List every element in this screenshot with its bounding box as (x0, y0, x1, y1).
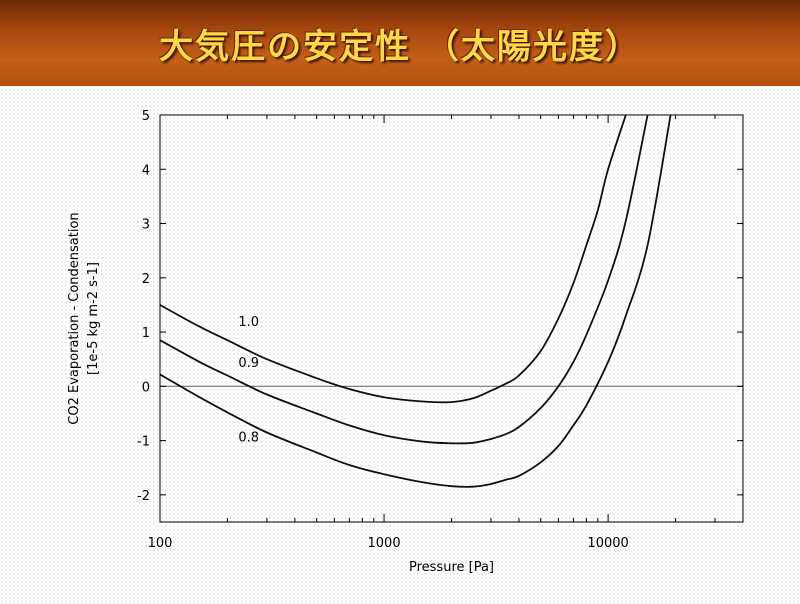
y-tick-label: 0 (142, 380, 150, 395)
y-tick-label: 4 (142, 163, 150, 178)
x-axis-label: Pressure [Pa] (409, 560, 494, 575)
y-tick-label: -1 (137, 435, 150, 450)
y-tick-label: 2 (142, 272, 150, 287)
series-annotation: 0.8 (238, 430, 259, 445)
y-axis-label-line1: CO2 Evaporation - Condensation (67, 212, 82, 424)
y-tick-label: 3 (142, 218, 150, 233)
series-annotation: 0.9 (238, 356, 259, 371)
y-tick-label: 5 (142, 109, 150, 124)
series-line-0.9 (160, 115, 649, 445)
series-layer (160, 115, 672, 488)
x-tick-label: 10000 (587, 536, 628, 551)
plot-frame (159, 114, 744, 523)
title-bar: 大気圧の安定性 （太陽光度） (0, 0, 800, 86)
page-title: 大気圧の安定性 （太陽光度） (159, 26, 641, 67)
y-tick-label: 1 (142, 326, 150, 341)
series-line-0.8 (160, 115, 672, 488)
series-line-1.0 (160, 115, 627, 404)
line-chart: -2 -1 0 1 2 3 4 5 100 1000 10000 1.0 0.9 0.8 Pressure… (67, 109, 744, 575)
x-tick-label: 1000 (368, 536, 401, 551)
y-tick-label: -2 (137, 489, 150, 504)
series-annotation: 1.0 (238, 315, 259, 330)
x-tick-label: 100 (148, 536, 173, 551)
chart-container: -2 -1 0 1 2 3 4 5 100 1000 10000 1.0 0.9 0.8 Pressure… (0, 86, 800, 600)
y-axis-label-line2: [1e-5 kg m-2 s-1] (86, 262, 101, 375)
label-layer: -2 -1 0 1 2 3 4 5 100 1000 10000 1.0 0.9 0.8 (137, 109, 629, 551)
